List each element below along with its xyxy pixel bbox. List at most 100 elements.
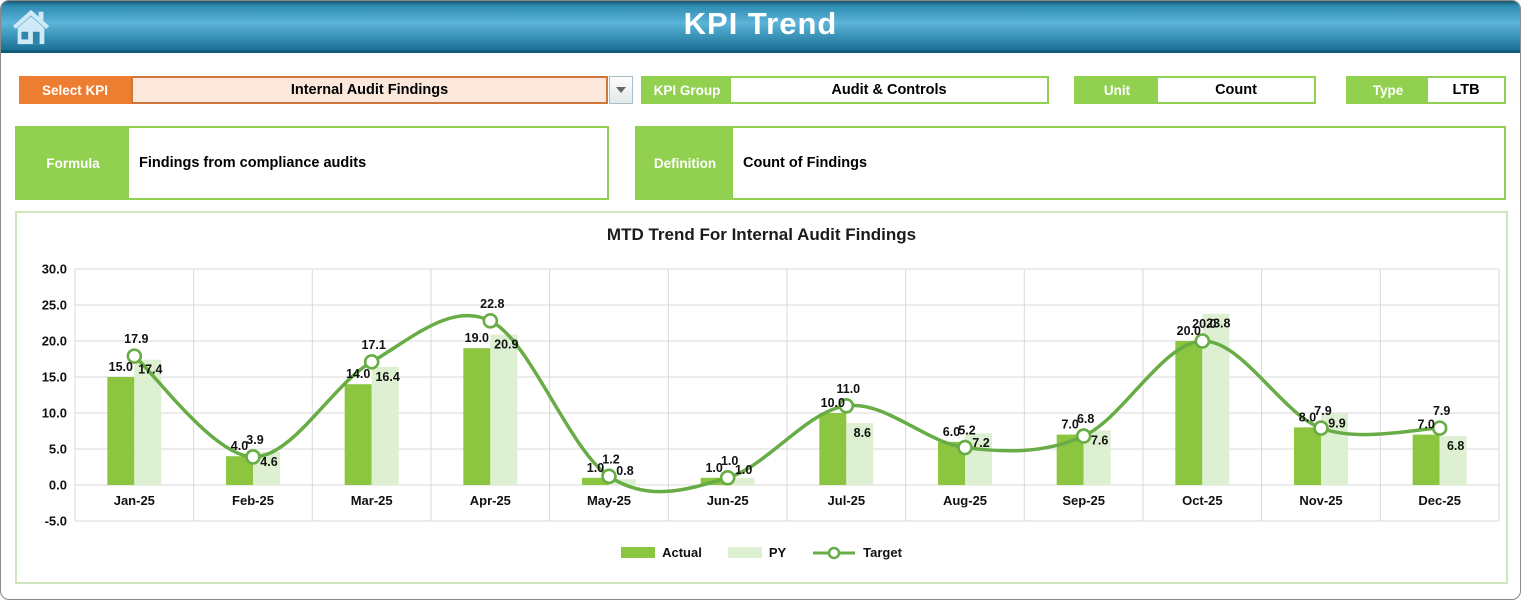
py-bar [371,366,399,485]
svg-text:1.0: 1.0 [735,463,752,477]
svg-text:7.2: 7.2 [972,436,989,450]
select-kpi-label: Select KPI [19,76,131,104]
svg-text:7.9: 7.9 [1433,404,1450,418]
unit-value: Count [1158,78,1314,102]
svg-text:14.0: 14.0 [346,367,370,381]
actual-bar [582,477,609,485]
chart-title: MTD Trend For Internal Audit Findings [606,225,917,244]
type-value: LTB [1428,78,1504,102]
svg-text:20.0: 20.0 [1177,324,1201,338]
target-marker [1075,428,1092,444]
svg-text:Jun-25: Jun-25 [707,493,749,508]
svg-text:20.9: 20.9 [494,338,518,352]
definition-value: Count of Findings [733,128,1504,198]
svg-text:5.0: 5.0 [49,442,67,457]
svg-text:25.0: 25.0 [42,298,67,313]
svg-text:6.0: 6.0 [943,425,960,439]
target-marker [838,398,855,414]
mtd-trend-chart: MTD Trend For Internal Audit Findings 30… [15,211,1508,584]
legend-label-actual: Actual [662,545,702,560]
home-icon[interactable] [10,6,52,48]
svg-text:4.0: 4.0 [231,439,248,453]
legend-item-target: Target [812,545,902,560]
kpi-group-label: KPI Group [643,78,731,102]
svg-text:10.0: 10.0 [42,406,67,421]
svg-text:8.6: 8.6 [854,426,871,440]
target-line [133,313,1440,494]
svg-text:19.0: 19.0 [465,331,489,345]
actual-bar [1175,341,1203,485]
svg-text:Nov-25: Nov-25 [1299,493,1342,508]
unit-label: Unit [1076,78,1158,102]
py-bar [490,334,518,485]
svg-text:30.0: 30.0 [42,262,67,277]
svg-text:7.9: 7.9 [1314,404,1331,418]
svg-text:6.8: 6.8 [1077,412,1094,426]
svg-text:15.0: 15.0 [109,360,133,374]
svg-text:7.0: 7.0 [1417,418,1434,432]
svg-text:5.2: 5.2 [958,424,975,438]
svg-text:-5.0: -5.0 [45,514,67,529]
svg-text:Apr-25: Apr-25 [470,493,511,508]
svg-text:10.0: 10.0 [821,396,845,410]
chevron-down-icon [616,87,626,93]
svg-text:0.0: 0.0 [49,478,67,493]
svg-text:Oct-25: Oct-25 [1182,493,1222,508]
target-marker [1431,420,1448,436]
actual-bar [344,384,372,485]
type-label: Type [1348,78,1428,102]
svg-text:Dec-25: Dec-25 [1418,493,1461,508]
definition-label: Definition [637,128,733,198]
dropdown-arrow-button[interactable] [609,76,633,104]
actual-bar [819,413,847,485]
svg-text:7.0: 7.0 [1061,418,1078,432]
py-swatch-icon [727,547,762,558]
legend-label-py: PY [768,545,787,560]
svg-text:Jul-25: Jul-25 [828,493,866,508]
svg-text:Jan-25: Jan-25 [114,493,155,508]
kpi-group-value: Audit & Controls [731,78,1047,102]
svg-text:Mar-25: Mar-25 [351,493,393,508]
type-field: Type LTB [1346,76,1506,104]
actual-swatch-icon [621,547,656,558]
svg-text:20.0: 20.0 [42,334,67,349]
target-line-icon [813,546,856,559]
svg-text:Feb-25: Feb-25 [232,493,274,508]
svg-text:1.0: 1.0 [721,454,738,468]
svg-text:22.8: 22.8 [480,297,504,311]
py-bar [846,423,874,485]
svg-text:8.0: 8.0 [1299,410,1316,424]
target-marker [957,439,973,456]
legend-item-py: PY [727,545,787,560]
legend-item-actual: Actual [621,545,702,560]
kpi-select[interactable]: Internal Audit Findings [131,76,608,104]
svg-text:11.0: 11.0 [837,382,861,396]
legend-label-target: Target [863,545,902,560]
svg-text:6.8: 6.8 [1447,439,1464,453]
actual-bar [107,377,135,485]
svg-text:17.1: 17.1 [361,338,385,352]
svg-text:7.6: 7.6 [1091,433,1108,447]
svg-text:1.2: 1.2 [602,452,619,466]
svg-text:3.9: 3.9 [246,433,263,447]
target-marker [126,348,143,364]
formula-value: Findings from compliance audits [129,128,607,198]
actual-bar [463,348,491,485]
header-bar: KPI Trend [1,1,1520,53]
target-marker [245,449,261,465]
actual-bar [1412,434,1440,485]
kpi-group-field: KPI Group Audit & Controls [641,76,1049,104]
svg-text:Sep-25: Sep-25 [1062,493,1105,508]
target-marker [601,468,617,485]
target-marker [482,313,499,329]
svg-text:16.4: 16.4 [375,370,399,384]
chart-plot-area: 30.0 25.0 20.0 15.0 10.0 5.0 0.0 -5.0 15.0 17.9 17… [42,262,1500,529]
page-title: KPI Trend [683,6,838,41]
unit-field: Unit Count [1074,76,1316,104]
svg-text:17.9: 17.9 [124,332,148,346]
svg-text:0.8: 0.8 [616,464,633,478]
home-icon-glyph [12,9,50,45]
svg-text:1.0: 1.0 [705,461,722,475]
target-marker [1313,420,1329,436]
